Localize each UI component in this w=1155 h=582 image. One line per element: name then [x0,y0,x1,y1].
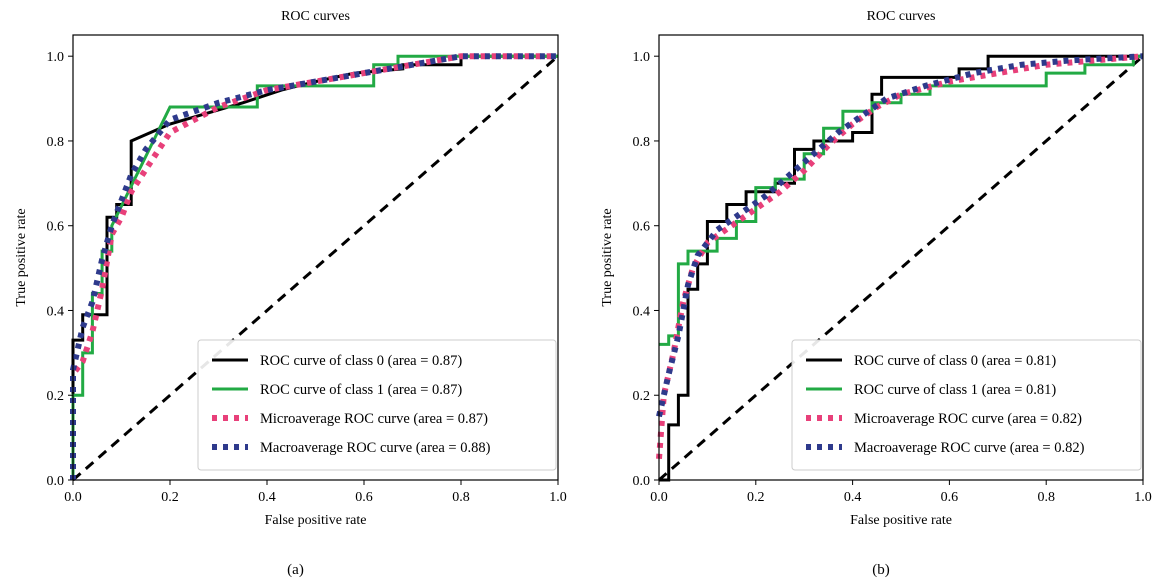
y-tick-label: 0.0 [47,474,65,489]
y-tick-label: 1.0 [47,50,65,65]
legend-entry: Microaverage ROC curve (area = 0.82) [854,411,1082,427]
x-tick-label: 0.8 [1037,490,1055,505]
x-tick-label: 0.8 [452,490,470,505]
legend-entry: ROC curve of class 1 (area = 0.87) [260,382,462,398]
legend-entry: ROC curve of class 1 (area = 0.81) [854,382,1056,398]
plot-frame [658,34,1144,481]
series-line-2 [656,53,1144,460]
chart-title: ROC curves [281,9,350,24]
y-tick-label: 1.0 [633,50,651,65]
roc-panel-a: ROC curves 0.0 0.2 0.4 0.6 0.8 1.0 0.0 0.2 0.4 0.6… [14,9,567,578]
x-tick-label: 0.6 [355,490,373,505]
x-axis-label: False positive rate [850,513,952,528]
x-tick-label: 0.4 [258,490,276,505]
y-tick-label: 0.4 [47,304,65,319]
chance-diagonal-line [72,55,559,482]
series-line-1 [659,54,1143,346]
x-tick-label: 1.0 [1134,490,1152,505]
panel-label: (a) [287,562,304,578]
panel-label: (b) [872,562,890,578]
y-axis-label: True positive rate [14,208,29,306]
legend-box [197,339,557,471]
series-line-3 [656,53,1144,418]
x-tick-label: 1.0 [549,490,567,505]
legend-entry: Microaverage ROC curve (area = 0.87) [260,411,488,427]
y-tick-label: 0.6 [633,220,651,235]
x-tick-label: 0.0 [64,490,82,505]
y-tick-label: 0.2 [47,389,65,404]
y-tick-label: 0.4 [633,304,651,319]
series-line-3 [70,53,558,480]
chart-title: ROC curves [867,9,936,24]
x-tick-label: 0.2 [161,490,179,505]
legend-entry: ROC curve of class 0 (area = 0.87) [260,353,462,369]
y-tick-label: 0.8 [633,135,651,150]
chance-diagonal-line [658,55,1144,482]
x-tick-label: 0.6 [941,490,959,505]
y-tick-label: 0.8 [47,135,65,150]
roc-panel-b: ROC curves 0.0 0.2 0.4 0.6 0.8 1.0 0.0 0.2 0.4 0.6… [600,9,1152,578]
y-tick-label: 0.2 [633,389,651,404]
x-tick-label: 0.0 [650,490,668,505]
legend-entry: Macroaverage ROC curve (area = 0.88) [260,440,491,456]
series-line-2 [70,53,558,480]
y-axis-label: True positive rate [600,208,615,306]
x-tick-label: 0.2 [747,490,765,505]
plot-frame [72,34,559,481]
series-line-1 [71,54,558,480]
y-tick-label: 0.6 [47,220,65,235]
legend-box [791,339,1142,471]
y-tick-label: 0.0 [633,474,651,489]
x-tick-label: 0.4 [844,490,862,505]
x-axis-label: False positive rate [265,513,367,528]
legend-entry: Macroaverage ROC curve (area = 0.82) [854,440,1085,456]
legend-entry: ROC curve of class 0 (area = 0.81) [854,353,1056,369]
